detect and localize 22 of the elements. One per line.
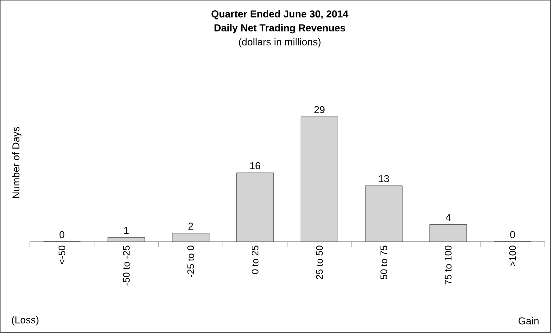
data-label: 4 <box>446 214 451 222</box>
x-tick-label: <-50 <box>58 246 66 264</box>
data-label: 0 <box>60 231 65 238</box>
x-tick-label: -50 to -25 <box>123 246 130 286</box>
y-axis-title: Number of Days <box>12 127 22 198</box>
x-tick-label: -25 to 0 <box>188 246 194 278</box>
chart-subtitle: Daily Net Trading Revenues <box>214 24 346 34</box>
text: Gain <box>518 317 539 325</box>
x-tick-label: 50 to 75 <box>380 246 388 280</box>
data-label: 29 <box>314 106 325 114</box>
data-label: 1 <box>124 227 129 234</box>
data-label: 13 <box>379 175 390 182</box>
data-label: 16 <box>250 162 260 170</box>
data-label: 0 <box>510 231 516 238</box>
data-label: 2 <box>188 222 194 230</box>
text: (dollars in millions) <box>239 38 321 48</box>
x-tick-label: 75 to 100 <box>445 246 452 285</box>
text: (Loss) <box>12 316 39 326</box>
chart-title: Quarter Ended June 30, 2014 <box>212 10 349 20</box>
x-tick-label: 0 to 25 <box>252 246 259 274</box>
x-tick-label: 25 to 50 <box>316 246 324 280</box>
x-tick-label: >100 <box>509 246 516 266</box>
